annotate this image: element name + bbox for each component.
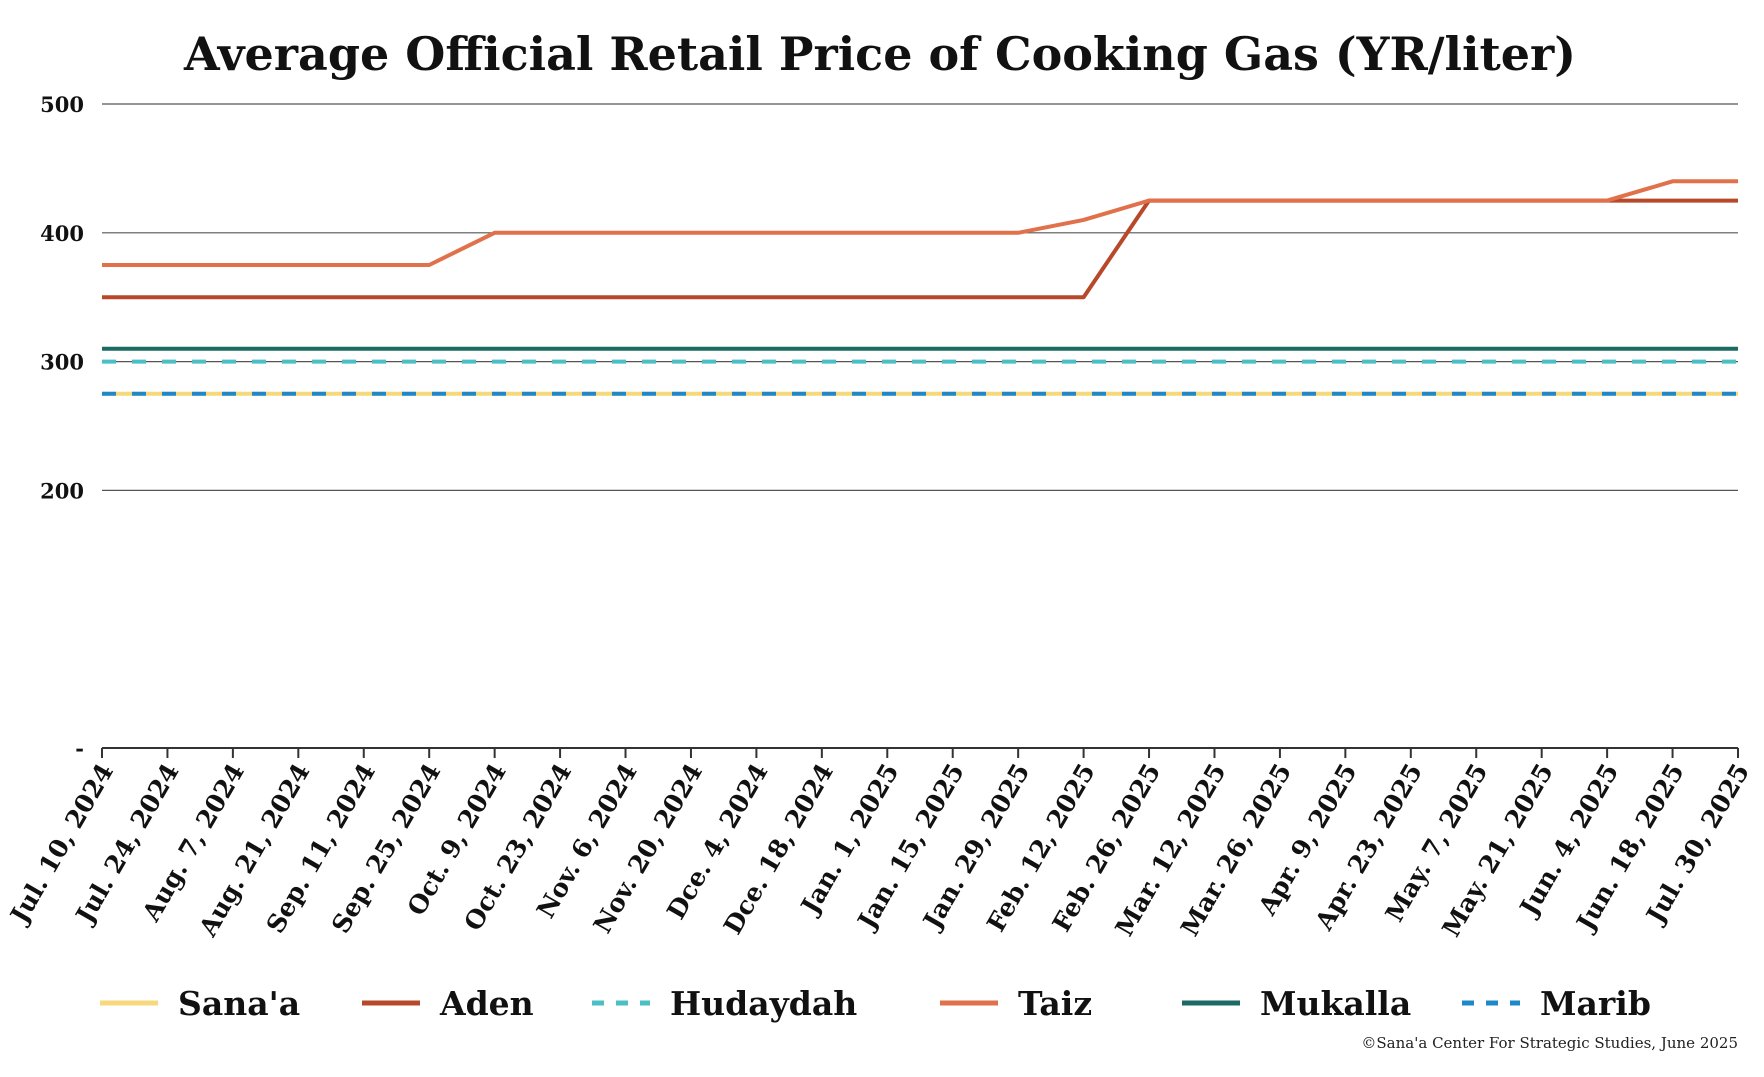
legend-label: Aden (439, 984, 534, 1023)
y-tick-label: 500 (40, 92, 84, 117)
chart-title: Average Official Retail Price of Cooking… (183, 27, 1576, 81)
y-tick-label: 200 (40, 478, 84, 503)
y-axis-ticks: - 200 300 400 500 (40, 92, 84, 761)
legend-label: Marib (1540, 984, 1651, 1023)
source-note: ©Sana'a Center For Strategic Studies, Ju… (1361, 1034, 1738, 1052)
y-tick-label: 300 (40, 350, 84, 375)
series-line-taiz (102, 179, 1738, 267)
legend-label: Hudaydah (670, 984, 857, 1023)
y-tick-label: - (75, 736, 84, 761)
legend-label: Mukalla (1260, 984, 1411, 1023)
y-tick-label: 400 (40, 221, 84, 246)
data-series (102, 179, 1738, 396)
series-line-aden (102, 198, 1738, 300)
legend: Sana'a Aden Hudaydah Taiz Mukalla Marib (100, 984, 1651, 1023)
legend-label: Taiz (1018, 984, 1092, 1023)
legend-label: Sana'a (178, 984, 300, 1023)
